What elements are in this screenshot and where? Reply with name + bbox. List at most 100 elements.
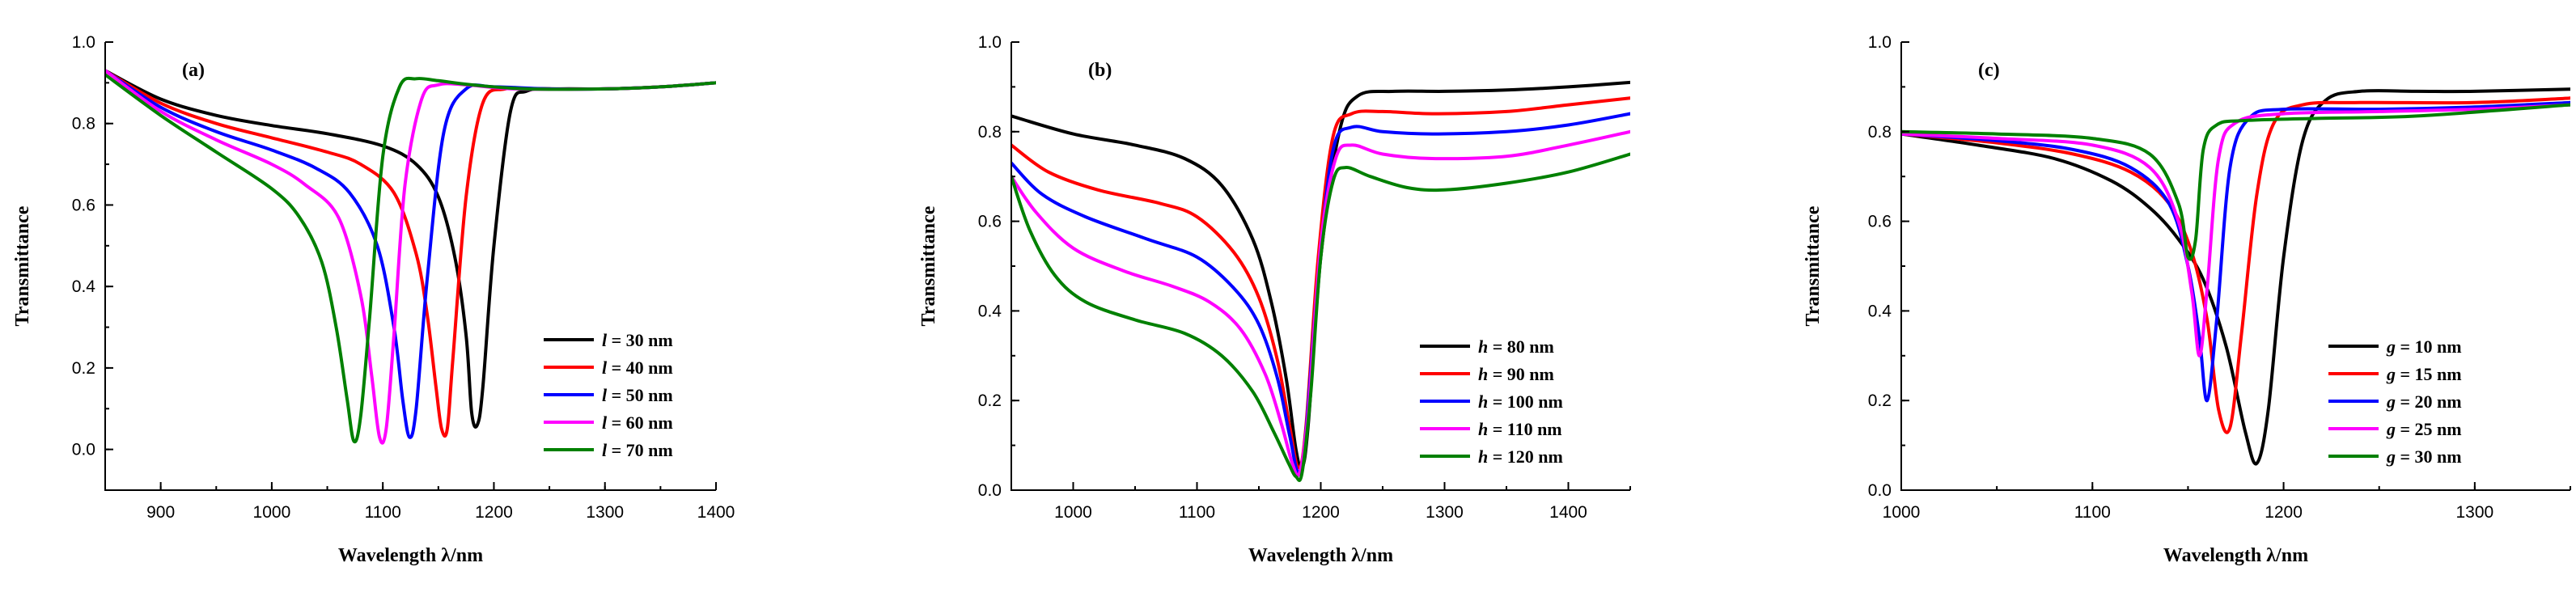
y-tick-label: 0.4 [1868, 302, 1892, 320]
legend: g = 10 nmg = 15 nmg = 20 nmg = 25 nmg = … [2328, 336, 2462, 467]
y-tick-label: 0.8 [72, 115, 95, 133]
legend-entry: l = 40 nm [602, 358, 673, 378]
legend-variable: h [1478, 446, 1488, 467]
y-tick-label: 1.0 [978, 33, 1002, 52]
legend-value: = 40 nm [607, 358, 673, 378]
plot-area [1011, 80, 1630, 482]
x-tick-label: 1400 [1549, 503, 1587, 522]
chart-c: 0.0 0.2 0.4 0.6 0.8 1.0 1000 1100 1200 1300 Wavele… [1803, 33, 2571, 566]
legend-entry: g = 10 nm [2386, 336, 2462, 357]
y-tick-label: 0.0 [1868, 481, 1892, 500]
legend-value: = 70 nm [607, 440, 673, 460]
y-tick-label: 1.0 [1868, 33, 1892, 52]
legend-variable: g [2386, 364, 2396, 384]
legend-variable: l [602, 358, 608, 378]
legend-value: = 110 nm [1488, 419, 1561, 439]
legend-variable: l [602, 385, 608, 405]
y-tick-label: 0.4 [978, 302, 1002, 320]
legend-entry: l = 60 nm [602, 412, 673, 433]
y-tick-label: 0.0 [72, 441, 95, 459]
legend-entry: l = 30 nm [602, 330, 673, 350]
y-tick-label: 0.6 [72, 196, 95, 214]
series-line-5 [1901, 103, 2570, 261]
x-tick-label: 1100 [365, 503, 401, 522]
legend: h = 80 nmh = 90 nmh = 100 nmh = 110 nmh … [1420, 336, 1563, 467]
series-line-4 [1011, 129, 1630, 478]
x-tick-label: 1200 [475, 503, 513, 522]
legend-entry: h = 110 nm [1478, 419, 1562, 439]
series-line-5 [1011, 152, 1630, 482]
x-axis-title: Wavelength λ/nm [2163, 545, 2308, 566]
x-tick-label: 1000 [1883, 503, 1921, 522]
chart-a: 0.0 0.2 0.4 0.6 0.8 1.0 900 1000 1100 1200 1300 140… [12, 33, 735, 566]
legend-entry: g = 25 nm [2386, 419, 2462, 439]
legend-value: = 90 nm [1488, 364, 1554, 384]
panel-label: (c) [1978, 60, 2000, 81]
y-tick-label: 0.0 [978, 481, 1002, 500]
y-tick-label: 0.8 [978, 123, 1002, 142]
y-tick-label: 1.0 [72, 33, 95, 52]
y-tick-label: 0.6 [1868, 213, 1892, 231]
series-line-2 [1011, 96, 1630, 470]
legend-entry: h = 120 nm [1478, 446, 1563, 467]
x-tick-label: 1100 [2074, 503, 2111, 522]
y-tick-label: 0.2 [1868, 391, 1892, 410]
legend-value: = 25 nm [2396, 419, 2462, 439]
chart-b: 0.0 0.2 0.4 0.6 0.8 1.0 1000 1100 1200 1300 1400 Wa… [918, 33, 1631, 566]
x-axis-title: Wavelength λ/nm [1248, 545, 1393, 566]
legend: l = 30 nml = 40 nml = 50 nml = 60 nml = … [544, 330, 673, 460]
legend-entry: g = 15 nm [2386, 364, 2462, 384]
legend-variable: l [602, 412, 608, 433]
series-line-4 [1901, 103, 2570, 358]
series-line-3 [1901, 100, 2570, 403]
x-tick-label: 900 [146, 503, 175, 522]
panel-label: (a) [182, 60, 205, 81]
x-tick-label: 1300 [586, 503, 624, 522]
x-tick-label: 1000 [1054, 503, 1092, 522]
panel-label: (b) [1088, 60, 1112, 81]
y-tick-label: 0.6 [978, 213, 1002, 231]
legend-variable: h [1478, 364, 1488, 384]
legend-variable: h [1478, 419, 1488, 439]
legend-value: = 20 nm [2396, 391, 2462, 412]
x-axis-title: Wavelength λ/nm [338, 545, 483, 566]
legend-entry: l = 50 nm [602, 385, 673, 405]
plot-area [105, 69, 716, 445]
legend-variable: g [2386, 419, 2396, 439]
legend-entry: h = 80 nm [1478, 336, 1554, 357]
y-tick-label: 0.2 [72, 359, 95, 378]
legend-variable: h [1478, 391, 1488, 412]
legend-entry: g = 20 nm [2386, 391, 2462, 412]
legend-entry: g = 30 nm [2386, 446, 2462, 467]
plot-area [1901, 87, 2570, 466]
y-axis-title: Transmittance [918, 205, 939, 326]
legend-value: = 120 nm [1488, 446, 1563, 467]
series-line-3 [105, 69, 716, 439]
y-tick-label: 0.4 [72, 277, 96, 296]
x-tick-label: 1200 [2265, 503, 2303, 522]
legend-variable: g [2386, 391, 2396, 412]
y-axis-title: Transmittance [1803, 205, 1824, 326]
legend-variable: l [602, 330, 608, 350]
legend-variable: l [602, 440, 608, 460]
legend-entry: l = 70 nm [602, 440, 673, 460]
x-tick-label: 1400 [697, 503, 735, 522]
legend-value: = 15 nm [2396, 364, 2462, 384]
x-tick-label: 1200 [1302, 503, 1340, 522]
y-tick-label: 0.2 [978, 391, 1002, 410]
y-tick-label: 0.8 [1868, 123, 1892, 142]
legend-variable: g [2386, 446, 2396, 467]
legend-value: = 30 nm [2396, 446, 2462, 467]
legend-value: = 50 nm [607, 385, 673, 405]
x-tick-label: 1100 [1179, 503, 1215, 522]
legend-variable: g [2386, 336, 2396, 357]
series-line-1 [1901, 87, 2570, 466]
series-line-5 [105, 73, 716, 444]
y-axis-title: Transmittance [12, 205, 33, 326]
legend-value: = 10 nm [2396, 336, 2462, 357]
x-tick-label: 1300 [2455, 503, 2493, 522]
legend-variable: h [1478, 336, 1488, 357]
legend-value: = 100 nm [1488, 391, 1563, 412]
legend-value: = 80 nm [1488, 336, 1554, 357]
legend-value: = 30 nm [607, 330, 673, 350]
